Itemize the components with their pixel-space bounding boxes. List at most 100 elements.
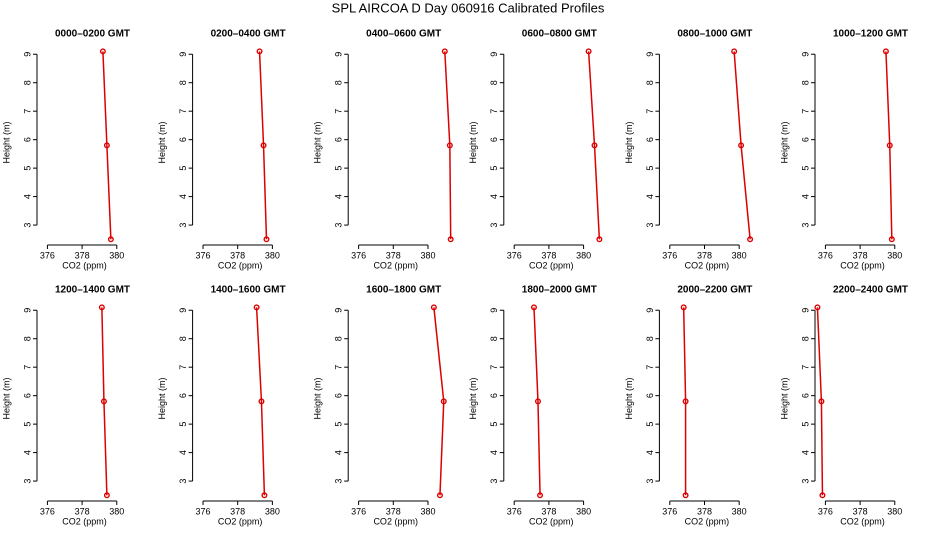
- y-tick-label: 6: [645, 393, 655, 398]
- x-tick-label: 376: [40, 506, 55, 516]
- x-axis-label: CO2 (ppm): [840, 516, 885, 526]
- y-tick-label: 8: [645, 336, 655, 341]
- profile-point: [537, 492, 544, 499]
- y-tick-label: 3: [645, 479, 655, 484]
- x-tick-label: 378: [697, 250, 712, 260]
- y-tick-label: 9: [178, 308, 188, 313]
- y-tick-label: 8: [645, 80, 655, 85]
- x-axis-label: CO2 (ppm): [685, 260, 730, 270]
- x-tick-label: 376: [507, 506, 522, 516]
- y-axis-label: Height (m): [624, 121, 634, 163]
- x-axis-label: CO2 (ppm): [62, 516, 107, 526]
- y-tick-label: 6: [334, 137, 344, 142]
- y-tick-label: 7: [489, 109, 499, 114]
- y-tick-label: 6: [645, 137, 655, 142]
- y-tick-label: 4: [334, 450, 344, 455]
- profile-point: [440, 398, 447, 405]
- y-tick-label: 9: [489, 308, 499, 313]
- x-axis-label: CO2 (ppm): [373, 516, 418, 526]
- panel-title: 0800–1000 GMT: [677, 29, 752, 40]
- x-axis-label: CO2 (ppm): [840, 260, 885, 270]
- x-tick-label: 380: [732, 506, 747, 516]
- profile-line: [258, 51, 268, 240]
- x-tick-label: 378: [853, 506, 868, 516]
- x-axis-label: CO2 (ppm): [218, 516, 263, 526]
- profile-point: [818, 398, 825, 405]
- x-tick-label: 378: [386, 506, 401, 516]
- x-tick-label: 380: [420, 506, 435, 516]
- x-axis-label: CO2 (ppm): [373, 260, 418, 270]
- profile-point: [731, 48, 738, 55]
- y-tick-label: 3: [22, 223, 32, 228]
- figure-title: SPL AIRCOA D Day 060916 Calibrated Profi…: [332, 0, 605, 15]
- y-tick-label: 5: [800, 422, 810, 427]
- y-tick-label: 5: [334, 422, 344, 427]
- y-tick-label: 8: [800, 80, 810, 85]
- profile-point: [258, 398, 265, 405]
- profile-point: [882, 48, 889, 55]
- y-tick-label: 9: [334, 308, 344, 313]
- x-axis-label: CO2 (ppm): [218, 260, 263, 270]
- x-tick-label: 380: [109, 506, 124, 516]
- y-tick-label: 6: [489, 393, 499, 398]
- y-tick-label: 6: [800, 137, 810, 142]
- y-tick-label: 7: [334, 365, 344, 370]
- y-tick-label: 7: [645, 365, 655, 370]
- x-tick-label: 380: [887, 250, 902, 260]
- panel-title: 0200–0400 GMT: [211, 29, 286, 40]
- x-tick-label: 380: [576, 250, 591, 260]
- x-tick-label: 376: [662, 250, 677, 260]
- y-tick-label: 9: [334, 52, 344, 57]
- y-tick-label: 7: [22, 365, 32, 370]
- profile-point: [888, 236, 895, 243]
- y-tick-label: 9: [800, 308, 810, 313]
- x-tick-label: 380: [265, 506, 280, 516]
- panel-title: 1600–1800 GMT: [366, 285, 441, 296]
- y-tick-label: 9: [178, 52, 188, 57]
- y-axis-label: Height (m): [157, 377, 167, 419]
- x-tick-label: 376: [662, 506, 677, 516]
- y-tick-label: 4: [22, 450, 32, 455]
- y-tick-label: 9: [22, 52, 32, 57]
- profile-point: [591, 142, 598, 149]
- x-tick-label: 378: [541, 250, 556, 260]
- profile-point: [738, 142, 745, 149]
- y-axis-label: Height (m): [1, 377, 11, 419]
- y-tick-label: 8: [22, 80, 32, 85]
- profile-point: [819, 492, 826, 499]
- x-tick-label: 378: [230, 506, 245, 516]
- x-tick-label: 376: [40, 250, 55, 260]
- y-tick-label: 3: [645, 223, 655, 228]
- y-tick-label: 7: [178, 109, 188, 114]
- profile-point: [682, 492, 689, 499]
- y-tick-label: 3: [334, 223, 344, 228]
- x-tick-label: 378: [75, 250, 90, 260]
- x-tick-label: 380: [109, 250, 124, 260]
- profile-line: [433, 307, 445, 496]
- profile-point: [682, 398, 689, 405]
- profile-line: [587, 51, 601, 240]
- y-tick-label: 7: [800, 365, 810, 370]
- y-tick-label: 9: [645, 52, 655, 57]
- y-tick-label: 9: [22, 308, 32, 313]
- panel-title: 0400–0600 GMT: [366, 29, 441, 40]
- x-tick-label: 380: [265, 250, 280, 260]
- profile-point: [814, 304, 821, 311]
- y-tick-label: 5: [645, 166, 655, 171]
- y-tick-label: 8: [489, 336, 499, 341]
- panel-title: 1000–1200 GMT: [833, 29, 908, 40]
- y-tick-label: 6: [22, 393, 32, 398]
- profile-point: [263, 236, 270, 243]
- panel-title: 0600–0800 GMT: [522, 29, 597, 40]
- y-tick-label: 3: [489, 223, 499, 228]
- profile-line: [533, 307, 541, 496]
- x-axis-label: CO2 (ppm): [529, 260, 574, 270]
- profile-point: [747, 236, 754, 243]
- y-tick-label: 3: [800, 223, 810, 228]
- x-tick-label: 380: [732, 250, 747, 260]
- y-tick-label: 3: [178, 479, 188, 484]
- profile-point: [436, 492, 443, 499]
- panel-title: 1400–1600 GMT: [211, 285, 286, 296]
- x-tick-label: 376: [507, 250, 522, 260]
- y-axis-label: Height (m): [779, 121, 789, 163]
